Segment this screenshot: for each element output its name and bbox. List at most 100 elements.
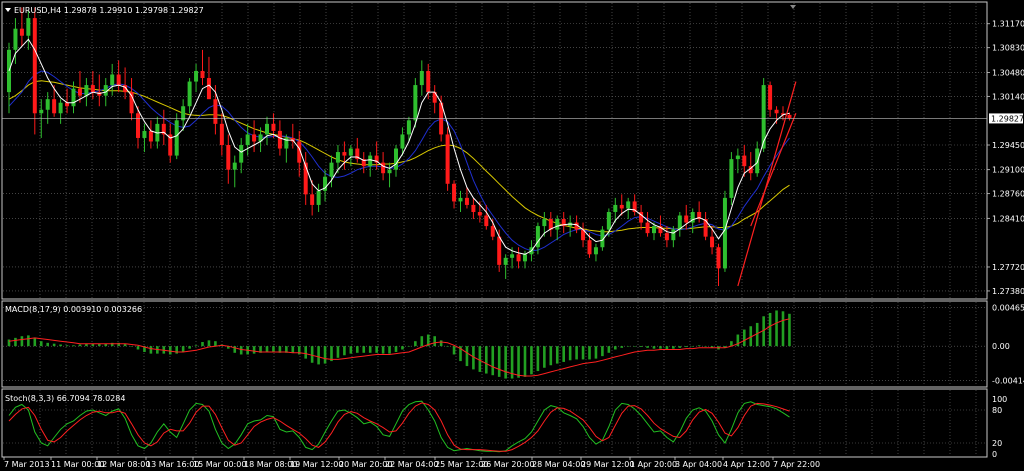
macd-bar bbox=[214, 341, 217, 347]
macd-bar bbox=[130, 346, 133, 347]
candle-body bbox=[510, 254, 515, 258]
macd-bar bbox=[323, 346, 327, 364]
macd-grid bbox=[3, 302, 987, 386]
candle-body bbox=[226, 145, 231, 170]
candle-body bbox=[787, 114, 792, 119]
macd-bar bbox=[697, 345, 701, 347]
macd-bar bbox=[723, 346, 727, 348]
candle-body bbox=[187, 81, 192, 107]
macd-bar bbox=[252, 346, 256, 354]
macd-bar bbox=[749, 326, 753, 347]
candle-body bbox=[123, 85, 128, 93]
macd-bar bbox=[117, 342, 120, 347]
candle-body bbox=[445, 134, 450, 184]
triangle-down-icon[interactable] bbox=[5, 8, 11, 12]
candle-body bbox=[181, 106, 186, 121]
candle-body bbox=[77, 88, 82, 96]
candle-body bbox=[129, 92, 134, 114]
candle-body bbox=[71, 88, 76, 107]
macd-label: -0.00414 bbox=[992, 377, 1024, 386]
candle-body bbox=[200, 70, 205, 79]
macd-bar bbox=[672, 346, 675, 349]
macd-bar bbox=[291, 346, 295, 353]
candle-body bbox=[497, 236, 502, 265]
candle-body bbox=[148, 130, 153, 142]
time-label: 26 Mar 20:00 bbox=[481, 460, 534, 469]
chart-header: EURUSD,H4 1.29878 1.29910 1.29798 1.2982… bbox=[5, 6, 204, 15]
candle-body bbox=[581, 229, 586, 241]
time-label: 29 Mar 12:00 bbox=[581, 460, 634, 469]
time-label: 13 Mar 16:00 bbox=[146, 460, 199, 469]
candle-body bbox=[548, 219, 553, 230]
candle-body bbox=[19, 28, 24, 36]
macd-bar bbox=[143, 346, 146, 352]
macd-histogram bbox=[7, 310, 791, 379]
macd-bar bbox=[233, 346, 237, 353]
time-label: 25 Mar 12:00 bbox=[435, 460, 488, 469]
candle-body bbox=[703, 219, 708, 237]
macd-axis: 0.00465 0.00 -0.00414 bbox=[992, 304, 1024, 386]
candle-body bbox=[593, 247, 598, 255]
macd-bar bbox=[736, 334, 740, 347]
candle-body bbox=[690, 211, 695, 223]
candle-body bbox=[781, 113, 785, 115]
macd-bar bbox=[7, 339, 11, 347]
macd-bar bbox=[626, 346, 630, 347]
macd-bar bbox=[420, 336, 424, 347]
price-label: 1.27720 bbox=[992, 263, 1024, 272]
macd-bar bbox=[85, 343, 88, 347]
macd-bar bbox=[504, 346, 507, 379]
macd-bar bbox=[781, 311, 785, 347]
candle-body bbox=[632, 201, 637, 212]
macd-bar bbox=[755, 322, 759, 347]
candle-body bbox=[774, 109, 779, 114]
candle-body bbox=[664, 233, 669, 241]
macd-bar bbox=[33, 337, 37, 347]
stoch-panel[interactable] bbox=[1, 388, 988, 458]
macd-bar bbox=[104, 343, 108, 347]
macd-label: 0.00465 bbox=[992, 304, 1024, 313]
macd-bar bbox=[362, 346, 366, 353]
candle-body bbox=[600, 229, 605, 248]
candle-body bbox=[477, 211, 482, 216]
candle-body bbox=[58, 102, 63, 114]
price-label: 1.27380 bbox=[992, 287, 1024, 296]
time-label: 18 Mar 08:00 bbox=[244, 460, 297, 469]
candle-body bbox=[587, 240, 592, 255]
candle-body bbox=[400, 134, 405, 149]
macd-panel[interactable] bbox=[1, 300, 988, 388]
macd-bar bbox=[259, 346, 262, 353]
candle-body bbox=[394, 148, 398, 170]
candle-body bbox=[755, 148, 760, 174]
macd-bar bbox=[297, 346, 301, 355]
candle-body bbox=[323, 176, 328, 191]
candle-body bbox=[161, 123, 166, 135]
candle-body bbox=[39, 109, 44, 114]
candle-body bbox=[335, 152, 340, 163]
candle-body bbox=[561, 219, 566, 227]
candle-body bbox=[684, 215, 689, 223]
macd-bar bbox=[343, 346, 346, 356]
candle-body bbox=[258, 134, 263, 142]
candle-body bbox=[342, 152, 347, 156]
candle-body bbox=[368, 155, 373, 167]
candle-body bbox=[284, 137, 289, 149]
candle-body bbox=[426, 70, 431, 93]
main-chart-panel[interactable] bbox=[1, 1, 988, 300]
candle-body bbox=[484, 215, 489, 227]
candle-body bbox=[52, 99, 57, 114]
candle-body bbox=[374, 155, 379, 163]
macd-bar bbox=[227, 346, 230, 349]
stoch-label: 0 bbox=[992, 450, 997, 459]
macd-bar bbox=[272, 346, 275, 352]
ma-blue-line bbox=[8, 70, 790, 252]
candle-body bbox=[206, 78, 211, 100]
candle-body bbox=[271, 123, 276, 131]
price-label: 1.30830 bbox=[992, 44, 1024, 53]
candle-body bbox=[252, 134, 257, 142]
macd-bar bbox=[743, 329, 746, 347]
macd-bar bbox=[91, 343, 95, 347]
time-label: 20 Mar 20:00 bbox=[339, 460, 392, 469]
